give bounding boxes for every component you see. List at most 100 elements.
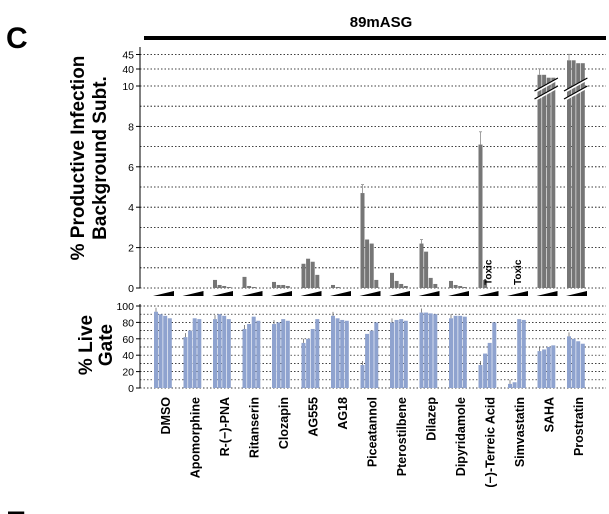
category-label: Pterostilbene: [395, 397, 409, 476]
top-bar: [315, 274, 320, 288]
top-bar: [272, 281, 276, 288]
top-bar: [428, 277, 433, 288]
dose-wedge: [182, 291, 204, 296]
live-gate-bar: [542, 349, 547, 388]
title-underline: [144, 36, 606, 40]
live-gate-bar: [551, 345, 556, 388]
bottom-y-tick-label: 80: [122, 317, 134, 329]
top-bar: [281, 284, 286, 288]
live-gate-bar: [424, 312, 429, 388]
live-gate-bar: [517, 319, 522, 388]
top-bar: [242, 276, 247, 288]
top-bar: [285, 285, 290, 288]
live-gate-bar: [301, 342, 306, 388]
toxic-annotation: Toxic: [513, 259, 524, 285]
live-gate-bar: [256, 320, 261, 388]
live-gate-bar: [222, 315, 227, 388]
category-label: AG18: [336, 397, 350, 430]
live-gate-bar: [449, 318, 453, 388]
live-gate-bar: [567, 336, 571, 388]
toxic-annotation: Toxic: [484, 259, 495, 285]
live-gate-bar: [272, 324, 276, 388]
live-gate-bar: [340, 319, 345, 388]
category-label: AG555: [307, 397, 321, 437]
top-y-tick-label: 8: [128, 121, 134, 133]
live-gate-bar: [226, 319, 231, 388]
live-gate-bar: [458, 315, 463, 388]
category-label: Apomorphine: [189, 397, 203, 478]
category-label: Simvastatin: [513, 397, 527, 467]
top-bar: [449, 280, 453, 288]
live-gate-bar: [369, 330, 374, 388]
bottom-y-tick-label: 20: [122, 367, 134, 379]
top-bar: [424, 251, 429, 288]
dose-wedge: [212, 291, 233, 296]
dose-wedge: [448, 291, 469, 296]
live-gate-bar: [462, 316, 467, 388]
live-gate-bar: [251, 316, 256, 388]
live-gate-bar: [192, 318, 197, 388]
live-gate-bar: [167, 318, 172, 388]
top-bar: [369, 243, 374, 288]
dose-wedge: [389, 291, 410, 296]
top-bar: [571, 60, 576, 288]
top-bar: [213, 279, 217, 288]
dose-wedge: [271, 291, 292, 296]
top-y-tick-label: 40: [122, 64, 134, 76]
bottom-y-tick-label: 60: [122, 334, 134, 346]
top-bar: [537, 74, 542, 288]
live-gate-bar: [478, 365, 483, 388]
dose-wedge: [241, 291, 263, 296]
bottom-y-tick-label: 100: [116, 301, 134, 313]
dose-wedge: [359, 291, 381, 296]
top-chart-productive-infection: 0 2 4 6 8 10 40 45 Toxic Toxic: [122, 47, 606, 296]
live-gate-bar: [188, 330, 193, 388]
category-label: Dipyridamole: [454, 397, 468, 476]
category-label: (−)-Terreic Acid: [484, 397, 498, 488]
category-label: Prostratin: [572, 397, 586, 456]
dose-wedge: [566, 291, 587, 296]
top-bar: [331, 284, 335, 288]
top-bar: [576, 63, 581, 289]
category-label: SAHA: [543, 397, 557, 432]
live-gate-bar: [390, 322, 394, 388]
top-bar: [419, 243, 424, 288]
live-gate-bar: [580, 343, 585, 388]
top-bar: [306, 258, 311, 288]
live-gate-bar: [331, 315, 335, 388]
top-y-tick-label: 10: [122, 81, 134, 93]
top-bar: [403, 285, 408, 288]
top-bar: [301, 263, 306, 288]
live-gate-bar: [571, 338, 576, 388]
dose-wedge: [507, 291, 528, 296]
top-y-tick-label: 6: [128, 162, 134, 174]
live-gate-bar: [163, 315, 168, 388]
live-gate-bar: [310, 328, 315, 388]
top-bar: [276, 284, 281, 288]
live-gate-bar: [158, 314, 163, 388]
bottom-y-tick-label: 0: [128, 383, 134, 395]
live-gate-bar: [521, 319, 526, 388]
category-label: Dilazep: [425, 397, 439, 441]
live-gate-bar: [428, 313, 433, 388]
axis-break-mark: [563, 77, 588, 92]
top-bar: [453, 284, 458, 288]
dose-wedge: [153, 291, 174, 296]
top-bar: [360, 193, 365, 288]
live-gate-bar: [512, 382, 517, 388]
axis-break-mark: [534, 77, 559, 92]
panel-label: C: [6, 22, 28, 55]
top-y-tick-label: 45: [122, 50, 134, 62]
live-gate-bar: [365, 333, 370, 388]
top-bar: [390, 272, 394, 288]
live-gate-bar: [546, 347, 551, 388]
top-bar: [399, 283, 404, 288]
axis-break-mark: [534, 85, 559, 100]
top-bar: [433, 283, 438, 288]
top-bar: [217, 284, 222, 288]
top-bar: [551, 77, 556, 288]
live-gate-bar: [276, 322, 281, 388]
live-gate-bar: [344, 320, 349, 388]
top-bar: [483, 279, 488, 288]
